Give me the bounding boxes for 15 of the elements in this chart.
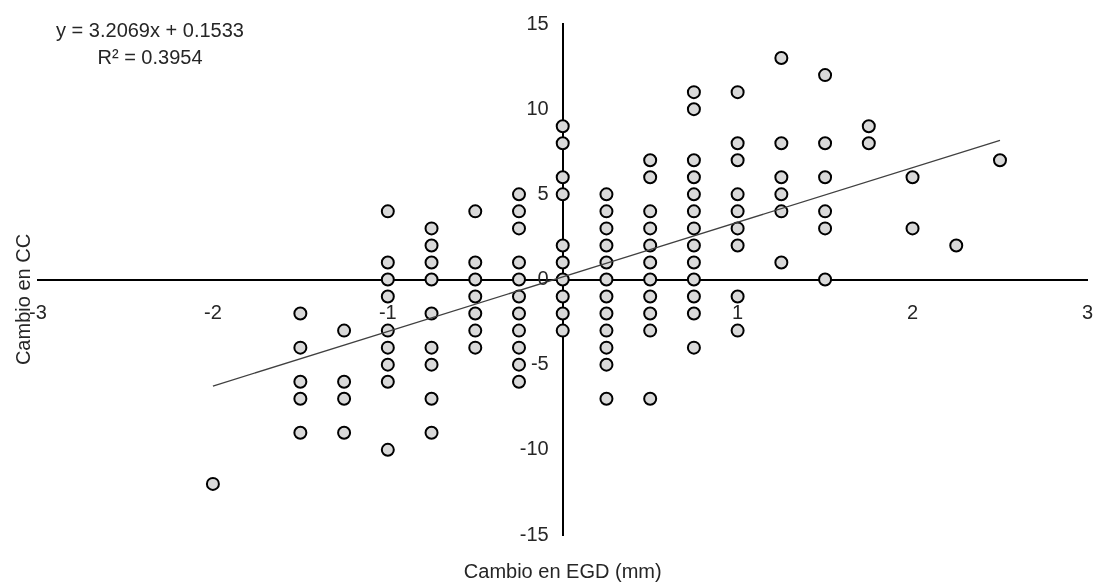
annotation: R² = 0.3954 [97, 46, 203, 68]
annotation: y = 3.2069x + 0.1533 [56, 19, 244, 41]
y-tick-label: 5 [537, 181, 549, 204]
x-tick-label: -3 [29, 301, 47, 324]
y-tick-label: 15 [526, 11, 549, 34]
x-tick-label: -1 [378, 301, 397, 324]
x-tick-label: -2 [204, 301, 222, 324]
y-tick-label: 10 [526, 96, 549, 119]
x-tick-label: 2 [906, 301, 919, 324]
y-tick-label: -15 [519, 522, 549, 545]
y-tick-label: -5 [530, 352, 549, 375]
x-axis-title: Cambio en EGD (mm) [463, 560, 662, 582]
x-tick-label: 1 [732, 301, 744, 324]
x-tick-label: 3 [1081, 301, 1093, 324]
y-tick-label: -10 [519, 437, 549, 460]
